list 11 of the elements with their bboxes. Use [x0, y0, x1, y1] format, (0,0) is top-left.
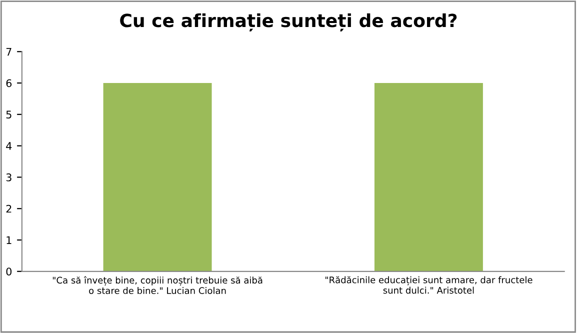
y-tick-label: 0 — [6, 268, 12, 276]
x-tick-label: "Ca să învețe bine, copiii noștri trebuie să aibă o stare de bine." Lucian Ciolan — [52, 276, 262, 294]
y-tick-label: 7 — [6, 48, 12, 56]
y-tick-label: 1 — [6, 236, 12, 244]
y-tick-label: 4 — [6, 142, 12, 150]
chart-title: Cu ce afirmație sunteți de acord? — [120, 13, 457, 32]
x-tick-label: "Rădăcinile educației sunt amare, dar fructele sunt dulci." Aristotel — [326, 276, 532, 294]
y-tick-label: 6 — [6, 79, 12, 88]
y-tick-label: 3 — [6, 173, 12, 182]
y-tick-label: 5 — [6, 110, 12, 119]
y-tick-label: 2 — [6, 204, 12, 213]
